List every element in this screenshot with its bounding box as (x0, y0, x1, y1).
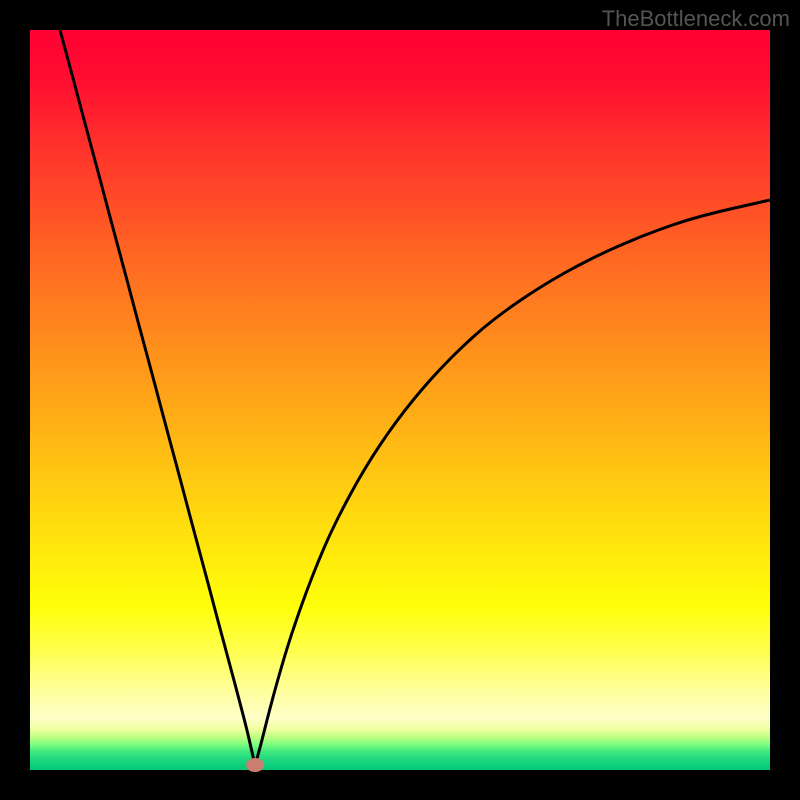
watermark-text: TheBottleneck.com (602, 6, 790, 32)
bottleneck-chart (0, 0, 800, 800)
optimal-point-marker (246, 758, 264, 772)
chart-container: TheBottleneck.com (0, 0, 800, 800)
gradient-background (30, 30, 770, 770)
